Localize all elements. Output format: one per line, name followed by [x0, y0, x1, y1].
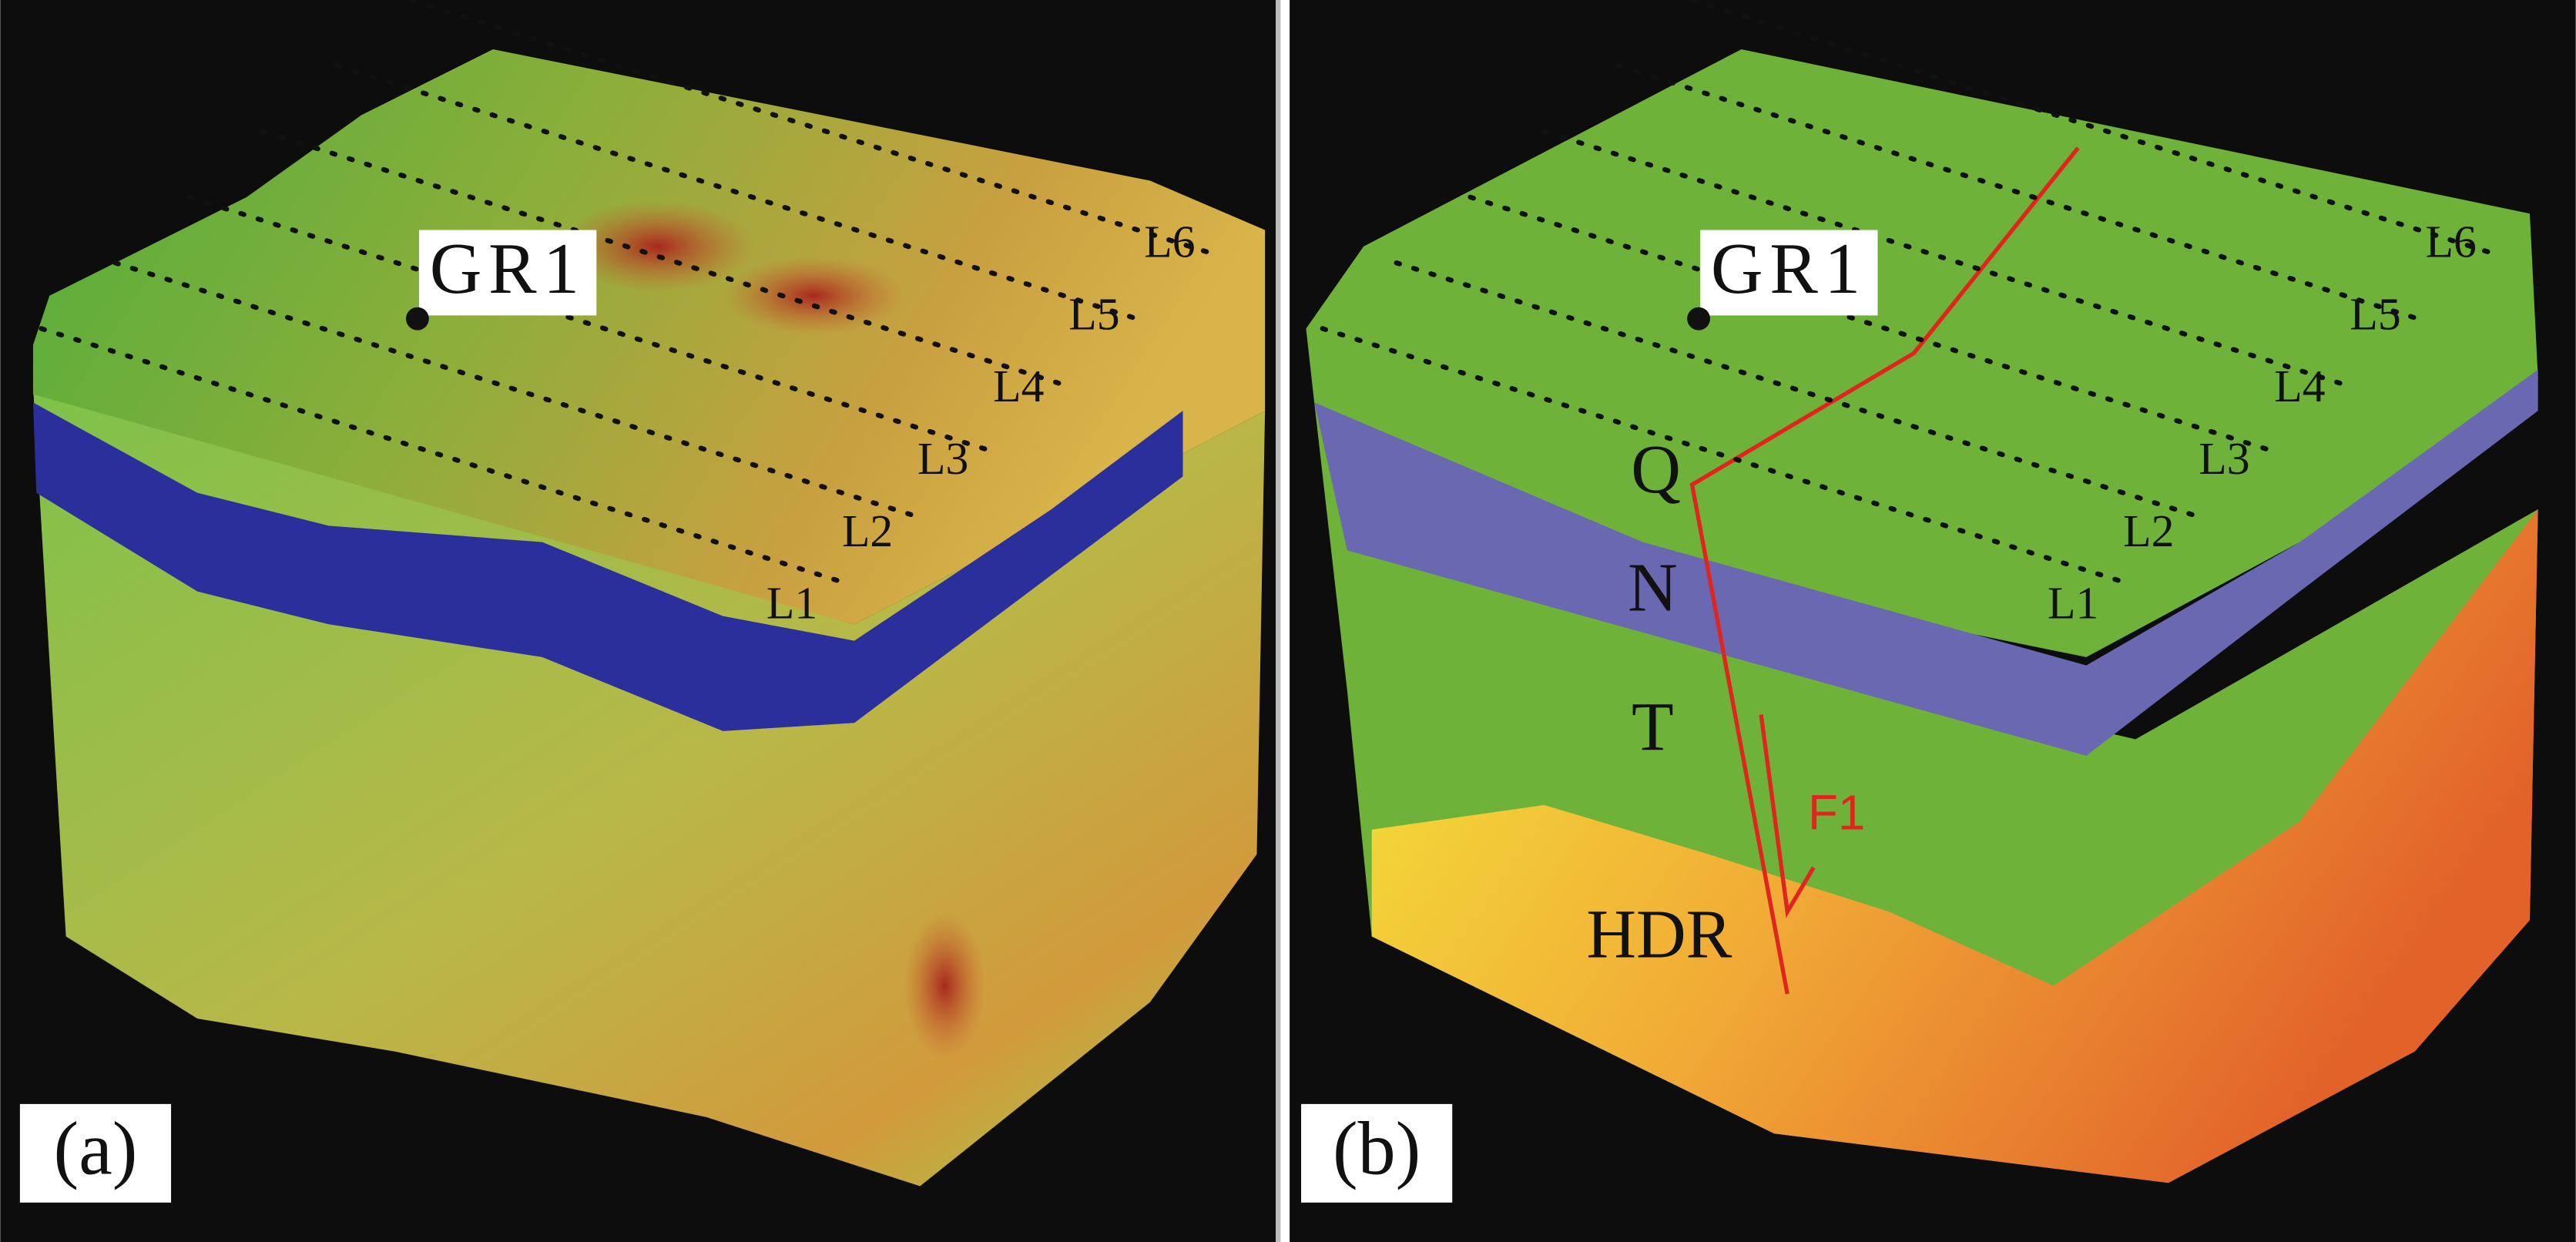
- fault-label: F1: [1808, 785, 1866, 841]
- well-marker: [1687, 307, 1710, 331]
- survey-line: [186, 194, 997, 455]
- well-marker: [405, 307, 429, 331]
- layer-label: N: [1628, 549, 1678, 626]
- fault-arrow: [1759, 714, 1816, 918]
- line-label: L5: [2350, 288, 2400, 339]
- conductive-layer: [32, 402, 1183, 731]
- line-label: L6: [2425, 217, 2476, 267]
- survey-line: [334, 63, 1145, 323]
- survey-line: [1541, 129, 2352, 389]
- line-label: L3: [2199, 433, 2249, 484]
- well-label: GR1: [1711, 229, 1867, 309]
- survey-line: [1689, 0, 2500, 257]
- layer-label: Q: [1631, 431, 1681, 508]
- layer-q: [1306, 49, 2538, 657]
- line-label: L1: [2048, 578, 2098, 629]
- survey-line: [1467, 194, 2278, 455]
- line-label: L4: [993, 361, 1044, 411]
- layer-label: T: [1632, 690, 1674, 766]
- survey-line: [260, 129, 1071, 389]
- panel-label-box: [19, 1103, 172, 1203]
- line-label: L3: [917, 433, 968, 484]
- well-label-box: [1700, 230, 1878, 316]
- line-label: L1: [766, 578, 817, 629]
- anomaly: [904, 911, 986, 1060]
- panel-label: (b): [1333, 1108, 1420, 1191]
- layer-label: HDR: [1586, 896, 1732, 972]
- line-label: L4: [2274, 361, 2325, 411]
- line-label: L5: [1068, 288, 1119, 339]
- layer-hdr: [1371, 509, 2538, 1183]
- survey-line: [1394, 260, 2204, 520]
- panel-label: (a): [54, 1108, 138, 1191]
- fault-line: [1689, 146, 2080, 995]
- well-label: GR1: [430, 229, 586, 309]
- block-top: [32, 49, 1266, 625]
- survey-line: [1320, 326, 2130, 586]
- line-label: L2: [2123, 505, 2174, 556]
- panel-label-box: [1301, 1103, 1453, 1203]
- anomaly: [558, 200, 756, 293]
- survey-line: [39, 326, 849, 586]
- annotations: L1 L2 L3 L4 L5 L6 GR1 (a) L1 L2 L3 L4 L5 L6 GR1 (b) QNT H…: [19, 0, 2500, 1203]
- survey-line: [112, 260, 923, 520]
- survey-line: [1615, 63, 2426, 323]
- anomaly: [723, 256, 904, 335]
- layer-n: [1314, 369, 2538, 756]
- well-label-box: [419, 230, 597, 316]
- survey-line: [408, 0, 1219, 257]
- line-label: L6: [1144, 217, 1195, 267]
- line-label: L2: [842, 505, 893, 556]
